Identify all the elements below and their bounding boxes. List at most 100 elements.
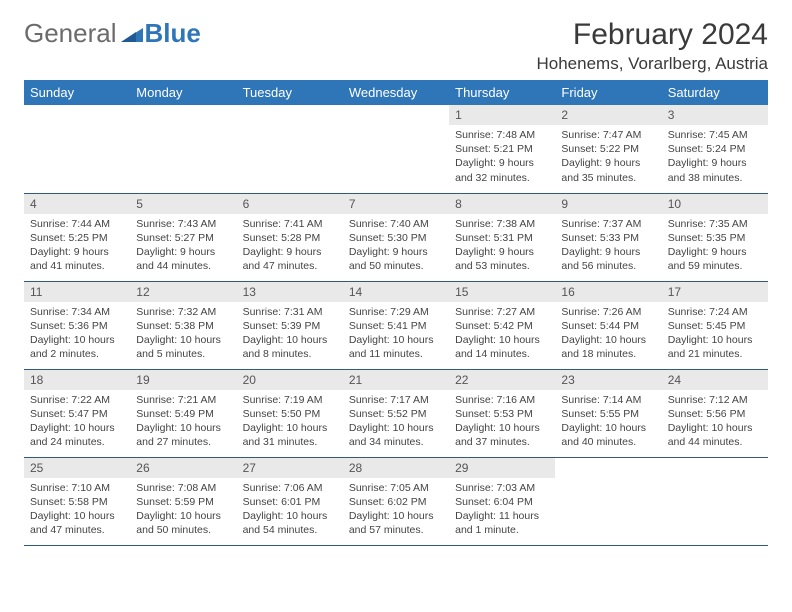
calendar-table: SundayMondayTuesdayWednesdayThursdayFrid…: [24, 80, 768, 546]
calendar-cell: 20Sunrise: 7:19 AMSunset: 5:50 PMDayligh…: [237, 369, 343, 457]
day-details: Sunrise: 7:19 AMSunset: 5:50 PMDaylight:…: [237, 390, 343, 456]
day-number: 15: [449, 282, 555, 302]
calendar-body: 1Sunrise: 7:48 AMSunset: 5:21 PMDaylight…: [24, 105, 768, 545]
day-number: 25: [24, 458, 130, 478]
calendar-cell: 15Sunrise: 7:27 AMSunset: 5:42 PMDayligh…: [449, 281, 555, 369]
weekday-header: Thursday: [449, 80, 555, 105]
weekday-header-row: SundayMondayTuesdayWednesdayThursdayFrid…: [24, 80, 768, 105]
day-number: 3: [662, 105, 768, 125]
location: Hohenems, Vorarlberg, Austria: [536, 54, 768, 74]
month-title: February 2024: [536, 18, 768, 52]
day-details: Sunrise: 7:32 AMSunset: 5:38 PMDaylight:…: [130, 302, 236, 368]
calendar-cell: 27Sunrise: 7:06 AMSunset: 6:01 PMDayligh…: [237, 457, 343, 545]
day-number: 23: [555, 370, 661, 390]
day-details: Sunrise: 7:26 AMSunset: 5:44 PMDaylight:…: [555, 302, 661, 368]
day-details: Sunrise: 7:03 AMSunset: 6:04 PMDaylight:…: [449, 478, 555, 544]
calendar-cell: 5Sunrise: 7:43 AMSunset: 5:27 PMDaylight…: [130, 193, 236, 281]
day-details: Sunrise: 7:44 AMSunset: 5:25 PMDaylight:…: [24, 214, 130, 280]
calendar-cell: 13Sunrise: 7:31 AMSunset: 5:39 PMDayligh…: [237, 281, 343, 369]
calendar-cell: 19Sunrise: 7:21 AMSunset: 5:49 PMDayligh…: [130, 369, 236, 457]
day-details: Sunrise: 7:12 AMSunset: 5:56 PMDaylight:…: [662, 390, 768, 456]
calendar-cell: 11Sunrise: 7:34 AMSunset: 5:36 PMDayligh…: [24, 281, 130, 369]
day-details: Sunrise: 7:34 AMSunset: 5:36 PMDaylight:…: [24, 302, 130, 368]
day-details: Sunrise: 7:40 AMSunset: 5:30 PMDaylight:…: [343, 214, 449, 280]
day-number: 24: [662, 370, 768, 390]
calendar-cell: 24Sunrise: 7:12 AMSunset: 5:56 PMDayligh…: [662, 369, 768, 457]
day-number: 17: [662, 282, 768, 302]
title-block: February 2024 Hohenems, Vorarlberg, Aust…: [536, 18, 768, 74]
calendar-week-row: 1Sunrise: 7:48 AMSunset: 5:21 PMDaylight…: [24, 105, 768, 193]
calendar-cell: [24, 105, 130, 193]
calendar-cell: 23Sunrise: 7:14 AMSunset: 5:55 PMDayligh…: [555, 369, 661, 457]
day-details: Sunrise: 7:17 AMSunset: 5:52 PMDaylight:…: [343, 390, 449, 456]
calendar-cell: 6Sunrise: 7:41 AMSunset: 5:28 PMDaylight…: [237, 193, 343, 281]
calendar-cell: 1Sunrise: 7:48 AMSunset: 5:21 PMDaylight…: [449, 105, 555, 193]
calendar-cell: 4Sunrise: 7:44 AMSunset: 5:25 PMDaylight…: [24, 193, 130, 281]
weekday-header: Saturday: [662, 80, 768, 105]
day-details: Sunrise: 7:41 AMSunset: 5:28 PMDaylight:…: [237, 214, 343, 280]
day-number: 8: [449, 194, 555, 214]
day-details: Sunrise: 7:10 AMSunset: 5:58 PMDaylight:…: [24, 478, 130, 544]
day-number: 13: [237, 282, 343, 302]
calendar-cell: 28Sunrise: 7:05 AMSunset: 6:02 PMDayligh…: [343, 457, 449, 545]
weekday-header: Tuesday: [237, 80, 343, 105]
day-number: 26: [130, 458, 236, 478]
calendar-cell: 8Sunrise: 7:38 AMSunset: 5:31 PMDaylight…: [449, 193, 555, 281]
calendar-cell: [343, 105, 449, 193]
day-number: 14: [343, 282, 449, 302]
day-details: Sunrise: 7:35 AMSunset: 5:35 PMDaylight:…: [662, 214, 768, 280]
day-details: Sunrise: 7:48 AMSunset: 5:21 PMDaylight:…: [449, 125, 555, 191]
calendar-cell: [662, 457, 768, 545]
day-number: 11: [24, 282, 130, 302]
day-details: Sunrise: 7:05 AMSunset: 6:02 PMDaylight:…: [343, 478, 449, 544]
day-number: 12: [130, 282, 236, 302]
calendar-cell: 29Sunrise: 7:03 AMSunset: 6:04 PMDayligh…: [449, 457, 555, 545]
logo: General Blue: [24, 18, 201, 49]
logo-triangle-icon: [121, 18, 143, 49]
day-details: Sunrise: 7:24 AMSunset: 5:45 PMDaylight:…: [662, 302, 768, 368]
day-number: 6: [237, 194, 343, 214]
logo-text-general: General: [24, 18, 117, 49]
calendar-cell: 16Sunrise: 7:26 AMSunset: 5:44 PMDayligh…: [555, 281, 661, 369]
day-details: Sunrise: 7:06 AMSunset: 6:01 PMDaylight:…: [237, 478, 343, 544]
weekday-header: Friday: [555, 80, 661, 105]
calendar-cell: 17Sunrise: 7:24 AMSunset: 5:45 PMDayligh…: [662, 281, 768, 369]
day-number: 16: [555, 282, 661, 302]
calendar-cell: 10Sunrise: 7:35 AMSunset: 5:35 PMDayligh…: [662, 193, 768, 281]
day-number: 9: [555, 194, 661, 214]
day-number: 1: [449, 105, 555, 125]
calendar-week-row: 25Sunrise: 7:10 AMSunset: 5:58 PMDayligh…: [24, 457, 768, 545]
calendar-cell: 2Sunrise: 7:47 AMSunset: 5:22 PMDaylight…: [555, 105, 661, 193]
weekday-header: Wednesday: [343, 80, 449, 105]
day-details: Sunrise: 7:37 AMSunset: 5:33 PMDaylight:…: [555, 214, 661, 280]
day-details: Sunrise: 7:14 AMSunset: 5:55 PMDaylight:…: [555, 390, 661, 456]
calendar-cell: 22Sunrise: 7:16 AMSunset: 5:53 PMDayligh…: [449, 369, 555, 457]
calendar-cell: [555, 457, 661, 545]
day-number: 27: [237, 458, 343, 478]
day-details: Sunrise: 7:27 AMSunset: 5:42 PMDaylight:…: [449, 302, 555, 368]
day-number: 21: [343, 370, 449, 390]
day-details: Sunrise: 7:16 AMSunset: 5:53 PMDaylight:…: [449, 390, 555, 456]
calendar-cell: 26Sunrise: 7:08 AMSunset: 5:59 PMDayligh…: [130, 457, 236, 545]
calendar-cell: [130, 105, 236, 193]
day-number: 28: [343, 458, 449, 478]
calendar-cell: [237, 105, 343, 193]
calendar-cell: 18Sunrise: 7:22 AMSunset: 5:47 PMDayligh…: [24, 369, 130, 457]
day-details: Sunrise: 7:29 AMSunset: 5:41 PMDaylight:…: [343, 302, 449, 368]
day-details: Sunrise: 7:21 AMSunset: 5:49 PMDaylight:…: [130, 390, 236, 456]
day-number: 29: [449, 458, 555, 478]
day-number: 18: [24, 370, 130, 390]
header: General Blue February 2024 Hohenems, Vor…: [24, 18, 768, 74]
day-details: Sunrise: 7:45 AMSunset: 5:24 PMDaylight:…: [662, 125, 768, 191]
calendar-cell: 21Sunrise: 7:17 AMSunset: 5:52 PMDayligh…: [343, 369, 449, 457]
day-details: Sunrise: 7:47 AMSunset: 5:22 PMDaylight:…: [555, 125, 661, 191]
day-number: 2: [555, 105, 661, 125]
calendar-cell: 25Sunrise: 7:10 AMSunset: 5:58 PMDayligh…: [24, 457, 130, 545]
day-number: 19: [130, 370, 236, 390]
weekday-header: Monday: [130, 80, 236, 105]
day-number: 22: [449, 370, 555, 390]
calendar-cell: 14Sunrise: 7:29 AMSunset: 5:41 PMDayligh…: [343, 281, 449, 369]
calendar-cell: 3Sunrise: 7:45 AMSunset: 5:24 PMDaylight…: [662, 105, 768, 193]
day-number: 20: [237, 370, 343, 390]
day-details: Sunrise: 7:43 AMSunset: 5:27 PMDaylight:…: [130, 214, 236, 280]
